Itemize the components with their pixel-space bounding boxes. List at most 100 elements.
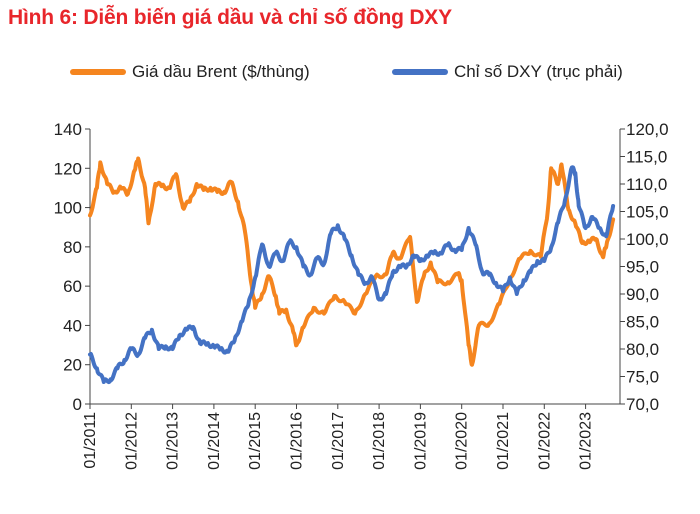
brent-data-point [243, 229, 247, 233]
dxy-data-point [287, 240, 292, 244]
brent-data-point [174, 172, 178, 176]
dxy-data-point [108, 377, 113, 382]
left-tick-label: 0 [73, 395, 82, 414]
right-axis-ticks: 70,0 75,0 80,0 85,0 90,0 95,0 100,0 105,0 110,0 1… [620, 120, 669, 414]
dxy-data-point [487, 273, 492, 277]
right-tick-label: 120,0 [626, 120, 669, 139]
brent-data-point [556, 182, 560, 186]
dxy-data-point [501, 289, 505, 294]
x-tick-label: 01/2013 [165, 412, 182, 470]
dxy-data-point [329, 231, 333, 236]
dxy-data-point [253, 275, 257, 280]
dxy-data-point [301, 264, 306, 269]
brent-data-point [284, 307, 289, 312]
brent-data-point [260, 292, 264, 296]
right-tick-label: 80,0 [626, 340, 659, 359]
dxy-data-point [219, 347, 223, 351]
brent-data-point [391, 251, 395, 255]
brent-data-point [181, 205, 185, 210]
brent-data-point [105, 182, 109, 186]
left-tick-label: 140 [54, 120, 82, 139]
brent-data-point [146, 221, 151, 226]
x-tick-label: 01/2014 [206, 412, 223, 470]
brent-data-point [126, 192, 130, 196]
dxy-data-point [494, 281, 498, 285]
brent-data-point [301, 325, 306, 330]
brent-data-point [487, 321, 492, 326]
dxy-data-point [280, 259, 285, 263]
dxy-data-point [453, 248, 457, 252]
brent-data-point [274, 294, 278, 298]
dxy-data-point [322, 262, 326, 266]
brent-data-point [594, 237, 598, 241]
left-tick-label: 100 [54, 199, 82, 218]
brent-data-point [229, 180, 233, 184]
dxy-data-point [576, 204, 581, 208]
left-tick-label: 60 [63, 277, 82, 296]
x-tick-label: 01/2011 [82, 412, 99, 469]
dxy-data-point [377, 297, 381, 302]
brent-data-point [222, 190, 226, 194]
brent-data-point [428, 260, 433, 265]
dxy-data-point [198, 341, 202, 346]
brent-data-point [435, 280, 440, 285]
dxy-data-point [597, 226, 602, 230]
brent-data-point [322, 311, 326, 316]
dxy-data-point [115, 366, 120, 371]
legend-swatch-brent [70, 69, 126, 75]
dxy-data-point [446, 242, 450, 247]
dxy-data-point [391, 270, 395, 274]
right-tick-label: 70,0 [626, 395, 659, 414]
chart-title: Hình 6: Diễn biến giá dầu và chỉ số đồng… [8, 6, 452, 29]
x-tick-label: 01/2016 [288, 412, 305, 470]
brent-data-point [95, 186, 99, 190]
dxy-data-point [349, 253, 354, 258]
brent-data-point [384, 272, 388, 277]
brent-data-point [477, 323, 481, 328]
brent-data-point [573, 221, 578, 226]
brent-data-point [466, 343, 471, 347]
dxy-data-point [336, 223, 340, 228]
legend-label-dxy: Chỉ số DXY (trục phải) [454, 62, 623, 81]
series-layer [88, 156, 616, 385]
dxy-data-point [384, 292, 388, 296]
dxy-data-point [308, 273, 313, 277]
brent-data-point [528, 249, 533, 253]
dxy-data-point [459, 248, 464, 252]
brent-data-point [332, 294, 337, 298]
brent-data-point [215, 190, 220, 194]
dxy-data-point [260, 242, 264, 247]
dxy-data-point [150, 328, 154, 332]
dxy-data-point [411, 253, 416, 258]
dxy-data-point [170, 347, 175, 351]
dxy-data-point [542, 259, 547, 263]
brent-data-point [373, 274, 378, 279]
brent-data-point [497, 302, 502, 306]
dxy-data-point [425, 253, 430, 258]
brent-data-point [545, 209, 550, 214]
brent-data-point [604, 245, 608, 249]
brent-data-point [201, 188, 206, 192]
brent-data-point [208, 186, 213, 190]
dxy-data-point [157, 347, 161, 351]
left-tick-label: 40 [63, 316, 82, 335]
dxy-data-point [370, 275, 375, 280]
brent-data-point [153, 182, 158, 186]
brent-data-point [580, 241, 584, 245]
dxy-data-point [611, 204, 615, 208]
brent-data-point [342, 300, 347, 304]
dxy-data-point [267, 264, 271, 269]
brent-data-point [88, 213, 92, 218]
chart-legend: Giá dầu Brent ($/thùng) Chỉ số DXY (trục… [0, 62, 700, 88]
dxy-data-point [549, 245, 553, 250]
brent-data-point [601, 254, 605, 259]
brent-data-point [559, 162, 564, 167]
dxy-data-point [473, 242, 478, 247]
brent-data-point [98, 160, 103, 165]
x-tick-label: 01/2021 [495, 412, 512, 470]
dxy-data-point [163, 344, 168, 349]
brent-data-point [459, 278, 464, 283]
brent-data-point [422, 274, 426, 279]
dxy-data-point [88, 352, 92, 357]
